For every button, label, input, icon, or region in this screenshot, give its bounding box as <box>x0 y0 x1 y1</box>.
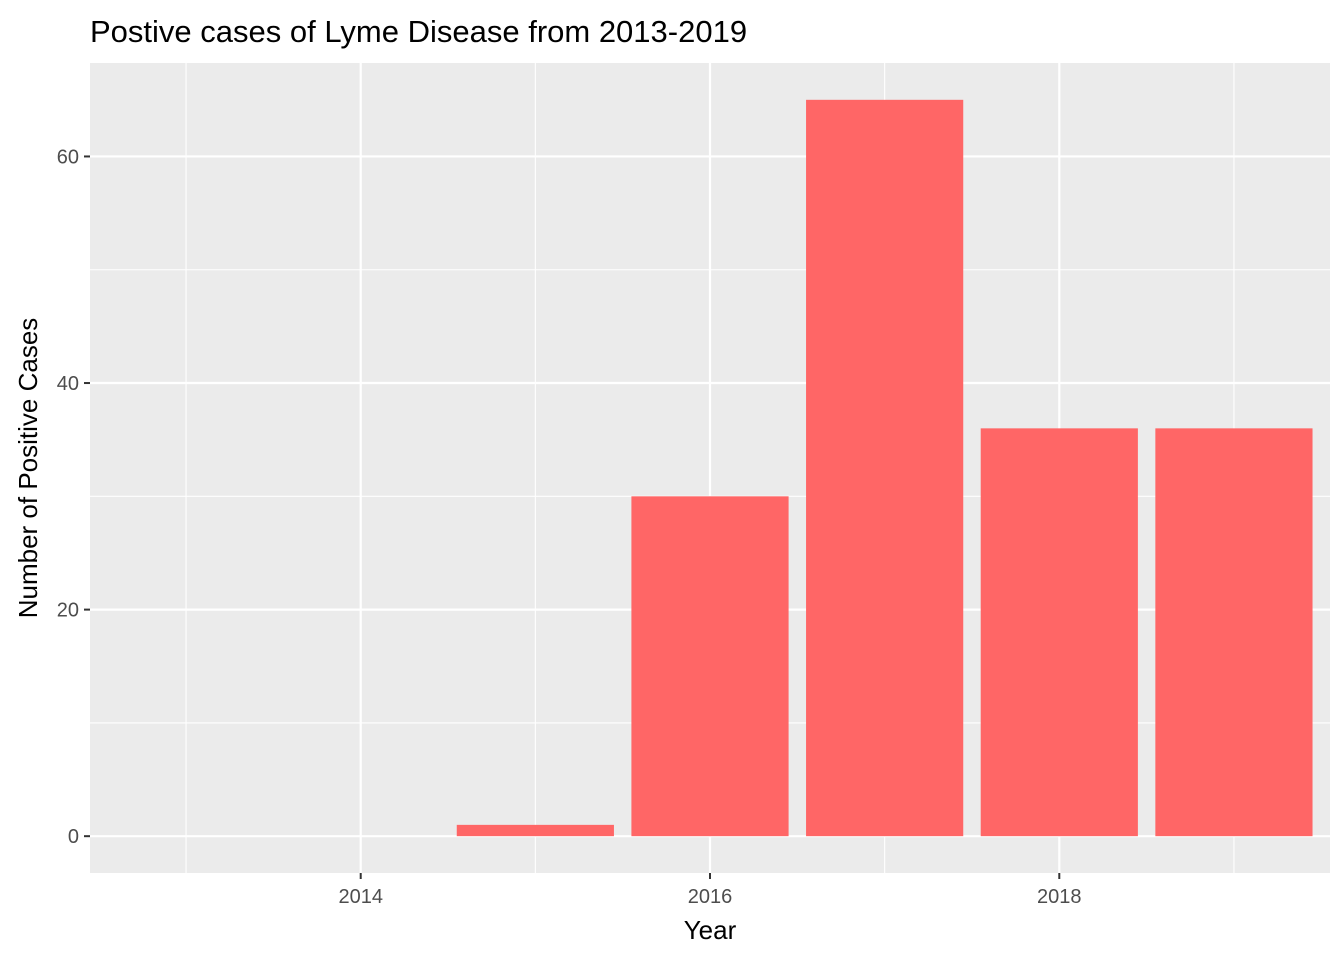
bar-2017 <box>806 99 964 837</box>
bar-2015 <box>456 824 614 837</box>
bar-2019 <box>1155 428 1313 837</box>
x-axis-title: Year <box>684 915 737 945</box>
y-axis: 0 20 40 60 <box>57 146 90 848</box>
bars <box>456 99 1313 837</box>
chart-title: Postive cases of Lyme Disease from 2013-… <box>90 14 747 49</box>
y-tick-label: 60 <box>57 146 79 168</box>
bar-2016 <box>631 496 789 837</box>
x-tick-label: 2016 <box>688 886 733 908</box>
x-axis: 2014 2016 2018 <box>338 873 1082 908</box>
y-tick-label: 40 <box>57 373 79 395</box>
bar-2018 <box>980 428 1138 837</box>
y-tick-label: 20 <box>57 600 79 622</box>
y-tick-label: 0 <box>68 826 79 848</box>
y-axis-title: Number of Positive Cases <box>13 318 43 619</box>
x-tick-label: 2014 <box>338 886 383 908</box>
x-tick-label: 2018 <box>1037 886 1082 908</box>
